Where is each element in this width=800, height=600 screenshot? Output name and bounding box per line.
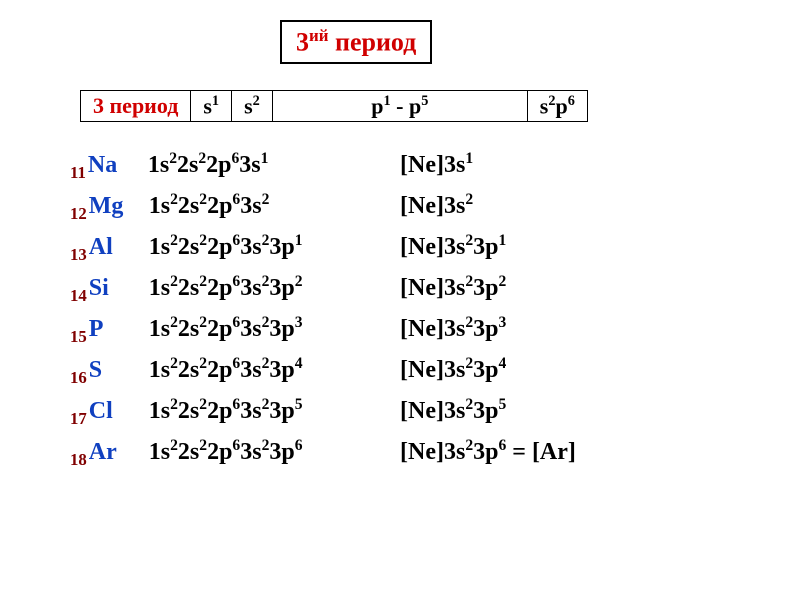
short-config: [Ne]3s23p1 [400, 232, 506, 261]
elements-list: 11Na 1s22s22p63s1 [Ne]3s1 12Mg 1s22s22p63s2 [… [70, 150, 730, 478]
full-config: 1s22s22p63s23p3 [149, 314, 303, 343]
short-config: [Ne]3s23p4 [400, 355, 506, 384]
element-symbol: Cl [89, 398, 137, 425]
short-config: [Ne]3s2 [400, 191, 473, 220]
orbital-cell-s2: s2 [232, 91, 273, 122]
full-config: 1s22s22p63s23p6 [149, 437, 303, 466]
atomic-number: 18 [70, 450, 87, 470]
orbital-cell-p1p5: p1 - p5 [272, 91, 527, 122]
element-symbol: Ar [89, 439, 137, 466]
full-config: 1s22s22p63s23p1 [149, 232, 303, 261]
full-config: 1s22s22p63s23p2 [149, 273, 303, 302]
element-row: 15P1s22s22p63s23p3[Ne]3s23p3 [70, 314, 730, 343]
element-symbol: Mg [89, 193, 137, 220]
element-symbol: P [89, 316, 137, 343]
element-row: 18Ar1s22s22p63s23p6[Ne]3s23p6 = [Ar] [70, 437, 730, 466]
full-config: 1s22s22p63s23p5 [149, 396, 303, 425]
short-config: [Ne]3s23p3 [400, 314, 506, 343]
full-config: 1s22s22p63s1 [148, 150, 269, 179]
element-row: 17Cl1s22s22p63s23p5[Ne]3s23p5 [70, 396, 730, 425]
atomic-number: 15 [70, 327, 87, 347]
orbital-header-table: 3 период s1 s2 p1 - p5 s2p6 [80, 90, 588, 122]
orbital-cell-s2p6: s2p6 [527, 91, 587, 122]
element-row: 13Al1s22s22p63s23p1[Ne]3s23p1 [70, 232, 730, 261]
period-label: 3 период [81, 91, 191, 122]
element-row: 16S1s22s22p63s23p4[Ne]3s23p4 [70, 355, 730, 384]
atomic-number: 16 [70, 368, 87, 388]
atomic-number: 17 [70, 409, 87, 429]
full-config: 1s22s22p63s2 [149, 191, 270, 220]
page-title: 3ий период [280, 20, 432, 64]
orbital-cell-s1: s1 [191, 91, 232, 122]
atomic-number: 11 [70, 163, 86, 183]
full-config: 1s22s22p63s23p4 [149, 355, 303, 384]
short-config: [Ne]3s23p5 [400, 396, 506, 425]
short-config: [Ne]3s1 [400, 150, 473, 179]
element-symbol: Na [88, 152, 136, 179]
atomic-number: 13 [70, 245, 87, 265]
short-config: [Ne]3s23p2 [400, 273, 506, 302]
element-symbol: Si [89, 275, 137, 302]
short-config: [Ne]3s23p6 = [Ar] [400, 437, 576, 466]
element-row: 12Mg1s22s22p63s2[Ne]3s2 [70, 191, 730, 220]
element-symbol: S [89, 357, 137, 384]
atomic-number: 14 [70, 286, 87, 306]
element-symbol: Al [89, 234, 137, 261]
atomic-number: 12 [70, 204, 87, 224]
element-row: 11Na1s22s22p63s1[Ne]3s1 [70, 150, 730, 179]
element-row: 14Si1s22s22p63s23p2[Ne]3s23p2 [70, 273, 730, 302]
